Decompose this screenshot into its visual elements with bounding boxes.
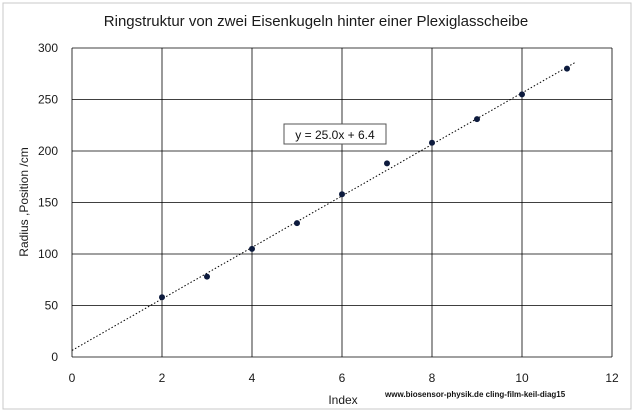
x-tick-label-4: 8 bbox=[429, 371, 436, 385]
data-point-8 bbox=[519, 91, 525, 98]
x-tick-label-1: 2 bbox=[159, 371, 166, 385]
data-point-7 bbox=[474, 116, 480, 123]
trendline-group bbox=[71, 61, 577, 351]
equation-box: y = 25.0x + 6.4 bbox=[283, 123, 387, 145]
data-point-9 bbox=[564, 65, 570, 72]
x-tick-label-2: 4 bbox=[249, 371, 256, 385]
data-point-1 bbox=[204, 273, 210, 280]
data-point-5 bbox=[384, 160, 390, 167]
y-axis-label: Radius ,Position /cm bbox=[17, 147, 31, 256]
data-point-3 bbox=[294, 220, 300, 227]
y-tick-label-4: 200 bbox=[38, 144, 58, 158]
y-tick-label-0: 0 bbox=[51, 350, 58, 364]
data-point-6 bbox=[429, 139, 435, 146]
y-tick-label-1: 50 bbox=[45, 299, 59, 313]
x-tick-label-3: 6 bbox=[339, 371, 346, 385]
x-tick-labels: 0 2 4 6 8 10 12 bbox=[69, 371, 619, 385]
data-point-2 bbox=[249, 245, 255, 252]
data-point-0 bbox=[159, 294, 165, 301]
x-tick-label-0: 0 bbox=[69, 371, 76, 385]
y-tick-label-6: 300 bbox=[38, 41, 58, 55]
x-tick-label-6: 12 bbox=[605, 371, 619, 385]
chart-frame bbox=[2, 2, 632, 410]
y-tick-labels: 0 50 100 150 200 250 300 bbox=[38, 41, 58, 364]
x-tick-label-5: 10 bbox=[515, 371, 529, 385]
equation-box-frame bbox=[283, 123, 387, 145]
y-tick-label-3: 150 bbox=[38, 196, 58, 210]
trendline bbox=[71, 61, 577, 351]
data-point-4 bbox=[339, 191, 345, 198]
y-tick-label-2: 100 bbox=[38, 247, 58, 261]
equation-label: y = 25.0x + 6.4 bbox=[295, 128, 375, 142]
grid-lines bbox=[71, 47, 613, 358]
source-credit: www.biosensor-physik.de cling-film-keil-… bbox=[384, 390, 566, 399]
y-tick-label-5: 250 bbox=[38, 93, 58, 107]
chart-title: Ringstruktur von zwei Eisenkugeln hinter… bbox=[104, 13, 528, 30]
data-points bbox=[159, 65, 570, 301]
x-axis-label: Index bbox=[328, 393, 357, 407]
